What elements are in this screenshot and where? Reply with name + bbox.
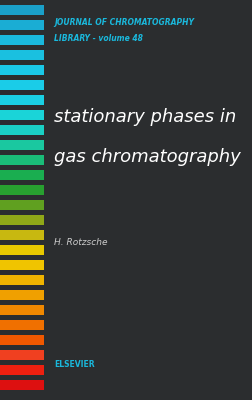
Bar [0,350,44,360]
Bar [0,170,44,180]
Bar [0,260,44,270]
Bar [0,65,44,74]
Bar [0,335,44,344]
Bar [0,200,44,210]
Bar [0,110,44,120]
Text: ELSEVIER: ELSEVIER [54,360,95,369]
Bar [0,140,44,150]
Bar [0,95,44,104]
Bar [0,125,44,134]
Bar [0,20,44,30]
Text: H. Rotzsche: H. Rotzsche [54,238,108,247]
Bar [0,50,44,60]
Bar [0,155,44,164]
Bar [0,215,44,224]
Bar [0,380,44,390]
Bar [0,275,44,284]
Text: gas chromatography: gas chromatography [54,148,241,166]
Text: LIBRARY - volume 48: LIBRARY - volume 48 [54,34,143,43]
Text: stationary phases in: stationary phases in [54,108,236,126]
Bar [0,245,44,254]
Bar [0,305,44,314]
Bar [0,290,44,300]
Bar [0,185,44,194]
Bar [0,80,44,90]
Bar [0,320,44,330]
Text: JOURNAL OF CHROMATOGRAPHY: JOURNAL OF CHROMATOGRAPHY [54,18,194,27]
Bar [0,365,44,374]
Bar [0,230,44,240]
Bar [0,35,44,44]
Bar [0,5,44,14]
